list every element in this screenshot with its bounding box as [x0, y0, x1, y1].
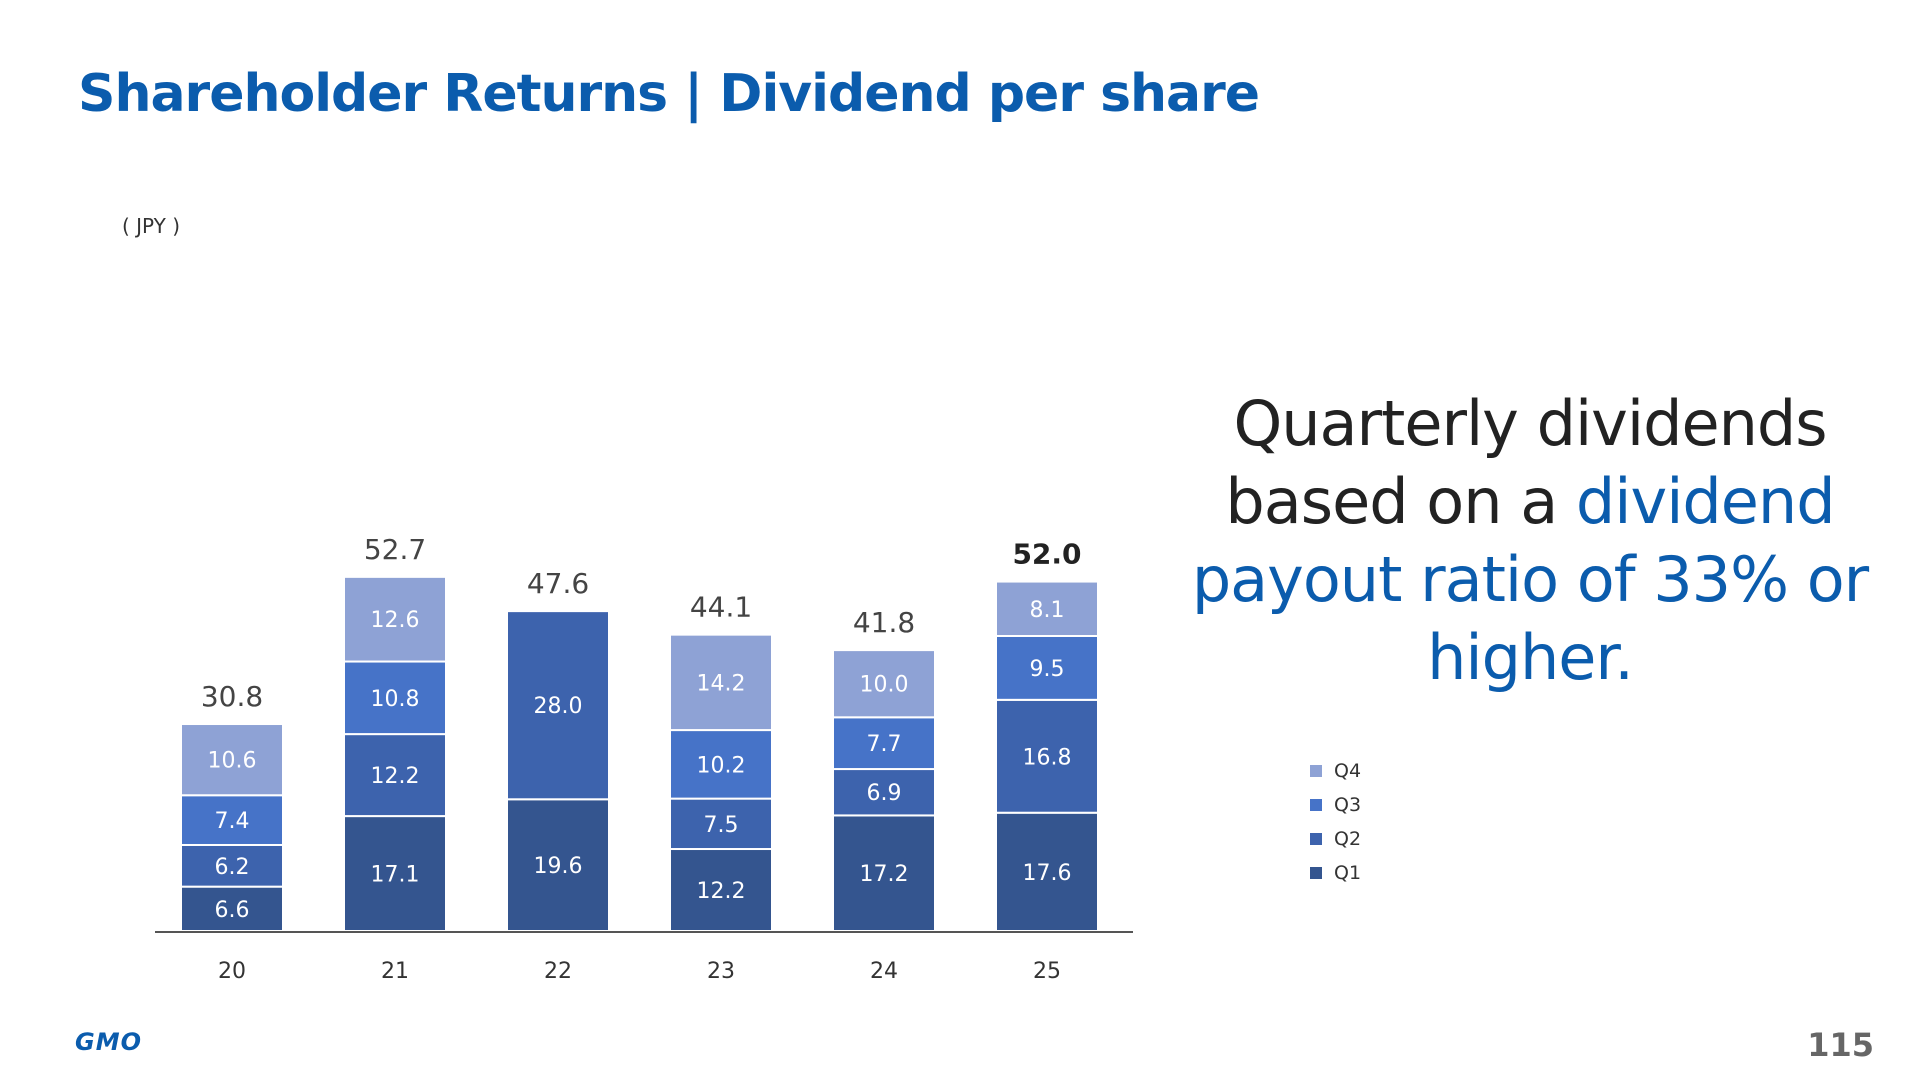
dividend-stacked-bar-chart: 6.6 6.2 7.4 10.6 30.8 20 17.1 12.2 10.8 12.6 52.7 2… — [155, 533, 1133, 984]
bar-segment-q2-22 — [506, 610, 610, 801]
bar-segment-q2-20 — [180, 843, 284, 888]
legend-swatch-q2 — [1310, 833, 1322, 845]
x-tick-label-21: 21 — [381, 959, 409, 984]
bar-segment-q4-21 — [343, 575, 447, 663]
x-tick-label-20: 20 — [218, 959, 246, 984]
legend-swatch-q1 — [1310, 867, 1322, 879]
data-label-q3-25: 9.5 — [1030, 657, 1065, 682]
data-label-q1-25: 17.6 — [1023, 861, 1072, 886]
total-label-20: 30.8 — [201, 680, 263, 713]
x-tick-label-22: 22 — [544, 959, 572, 984]
legend-item-q3: Q3 — [1310, 788, 1361, 822]
bar-segment-q1-24 — [832, 814, 936, 933]
data-label-q3-21: 10.8 — [371, 687, 420, 712]
key-message-plain: Quarterly dividends based on a — [1225, 387, 1827, 538]
data-label-q2-23: 7.5 — [704, 813, 739, 838]
data-label-q1-23: 12.2 — [697, 879, 746, 904]
data-label-q4-20: 10.6 — [208, 749, 257, 774]
data-label-q3-23: 10.2 — [697, 753, 746, 778]
bar-segment-q1-23 — [669, 848, 773, 932]
x-tick-label-25: 25 — [1033, 959, 1061, 984]
total-label-22: 47.6 — [527, 567, 589, 600]
data-label-q2-20: 6.2 — [215, 855, 250, 880]
bar-segment-q1-25 — [995, 811, 1099, 933]
bar-segment-q3-21 — [343, 660, 447, 736]
legend-item-q4: Q4 — [1310, 754, 1361, 788]
chart-legend: Q4 Q3 Q2 Q1 — [1310, 754, 1361, 890]
key-message-accent: dividend payout ratio of 33% or higher. — [1191, 465, 1869, 694]
total-label-24: 41.8 — [853, 606, 915, 639]
legend-label-q2: Q2 — [1334, 828, 1362, 850]
data-label-q1-20: 6.6 — [215, 898, 250, 923]
page-number: 115 — [1807, 1026, 1874, 1064]
data-label-q2-22: 28.0 — [534, 694, 583, 719]
bar-segment-q1-21 — [343, 815, 447, 933]
bar-segment-q2-25 — [995, 698, 1099, 814]
bar-segment-q3-20 — [180, 794, 284, 846]
bar-segment-q3-23 — [669, 729, 773, 800]
page-title: Shareholder Returns | Dividend per share — [78, 64, 1260, 124]
data-label-q3-20: 7.4 — [215, 809, 250, 834]
legend-label-q4: Q4 — [1334, 760, 1362, 782]
data-label-q2-25: 16.8 — [1023, 745, 1072, 770]
bar-segment-q3-25 — [995, 634, 1099, 701]
bar-segment-q4-23 — [669, 633, 773, 732]
data-label-q4-25: 8.1 — [1030, 598, 1065, 623]
data-label-q1-24: 17.2 — [860, 862, 909, 887]
data-label-q1-21: 17.1 — [371, 863, 420, 888]
bar-segment-q2-24 — [832, 768, 936, 817]
data-label-q1-22: 19.6 — [534, 854, 583, 879]
legend-item-q2: Q2 — [1310, 822, 1361, 856]
data-label-q3-24: 7.7 — [867, 732, 902, 757]
legend-swatch-q3 — [1310, 799, 1322, 811]
legend-label-q3: Q3 — [1334, 794, 1362, 816]
data-label-q4-24: 10.0 — [860, 673, 909, 698]
bar-segment-q2-21 — [343, 733, 447, 818]
data-label-q4-21: 12.6 — [371, 608, 420, 633]
bar-segment-q4-20 — [180, 723, 284, 797]
bar-segment-q4-24 — [832, 649, 936, 719]
unit-label: ( JPY ) — [122, 214, 181, 238]
gmo-logo: GMO — [75, 1028, 142, 1056]
legend-item-q1: Q1 — [1310, 856, 1361, 890]
data-label-q4-23: 14.2 — [697, 671, 746, 696]
data-label-q2-21: 12.2 — [371, 764, 420, 789]
data-label-q2-24: 6.9 — [867, 781, 902, 806]
bar-segment-q4-25 — [995, 580, 1099, 637]
total-label-21: 52.7 — [364, 533, 426, 566]
total-label-23: 44.1 — [690, 591, 752, 624]
total-label-25: 52.0 — [1012, 538, 1081, 571]
key-message: Quarterly dividends based on a dividend … — [1185, 385, 1875, 697]
legend-swatch-q4 — [1310, 765, 1322, 777]
x-tick-label-24: 24 — [870, 959, 898, 984]
x-tick-label-23: 23 — [707, 959, 735, 984]
legend-label-q1: Q1 — [1334, 862, 1362, 884]
